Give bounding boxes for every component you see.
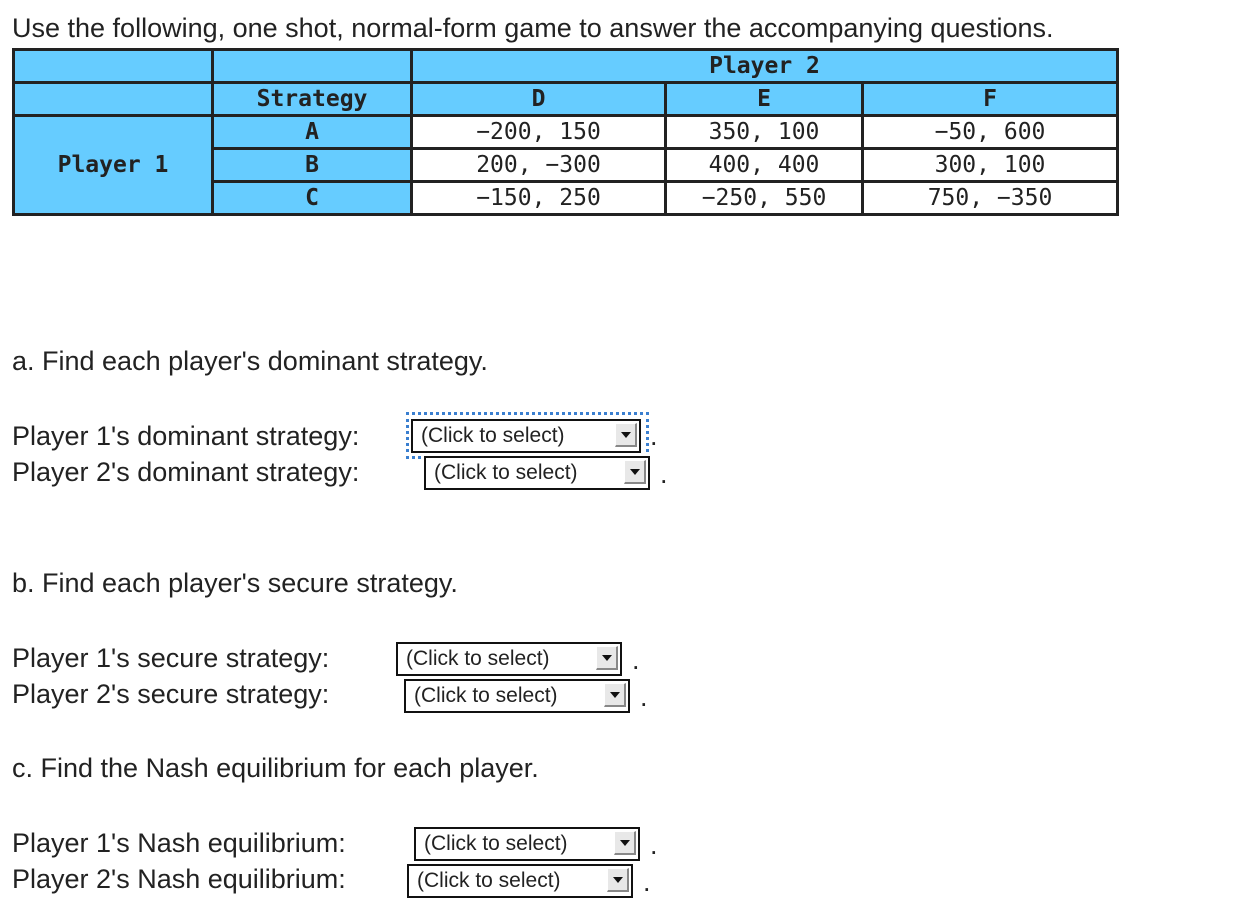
p1-secure-select[interactable]: (Click to select) <box>396 642 622 676</box>
column-header: E <box>664 81 864 117</box>
period: . <box>650 421 658 451</box>
select-value: (Click to select) <box>424 832 568 855</box>
player1-header: Player 1 <box>12 114 214 216</box>
select-value: (Click to select) <box>421 424 565 447</box>
table-row: C −150, 250 −250, 550 750, −350 <box>14 180 1119 216</box>
question-b-title: b. Find each player's secure strategy. <box>12 568 458 598</box>
p2-nash-label: Player 2's Nash equilibrium: <box>12 864 346 894</box>
select-value: (Click to select) <box>414 684 558 707</box>
payoff-cell: −200, 150 <box>410 114 667 150</box>
intro-text: Use the following, one shot, normal-form… <box>12 13 1054 43</box>
table-row: Player 1 A −200, 150 350, 100 −50, 600 <box>12 114 1119 216</box>
question-a-title: a. Find each player's dominant strategy. <box>12 346 488 376</box>
payoff-cell: 300, 100 <box>861 147 1119 183</box>
player2-header: Player 2 <box>410 48 1119 84</box>
p1-dominant-label: Player 1's dominant strategy: <box>12 421 360 451</box>
period: . <box>640 682 648 712</box>
period: . <box>650 830 658 860</box>
dropdown-arrow-icon[interactable] <box>607 868 629 892</box>
column-header: D <box>410 81 667 117</box>
payoff-cell: 400, 400 <box>664 147 864 183</box>
payoff-table: Player 2 Strategy D E F Player 1 A −200,… <box>12 48 1119 216</box>
row-strategy: C <box>211 180 413 216</box>
dropdown-arrow-icon[interactable] <box>624 460 646 484</box>
payoff-cell: −250, 550 <box>664 180 864 216</box>
p2-dominant-select[interactable]: (Click to select) <box>424 456 650 490</box>
empty-cell <box>12 81 214 117</box>
p1-nash-select[interactable]: (Click to select) <box>414 827 640 861</box>
p2-nash-select[interactable]: (Click to select) <box>407 864 633 898</box>
payoff-cell: −50, 600 <box>861 114 1119 150</box>
period: . <box>660 459 668 489</box>
column-header: F <box>861 81 1119 117</box>
dropdown-arrow-icon[interactable] <box>614 831 636 855</box>
payoff-cell: 350, 100 <box>664 114 864 150</box>
dropdown-arrow-icon[interactable] <box>604 683 626 707</box>
payoff-cell: −150, 250 <box>410 180 667 216</box>
select-value: (Click to select) <box>417 869 561 892</box>
p1-dominant-select[interactable]: (Click to select) <box>411 419 641 453</box>
row-strategy: B <box>211 147 413 183</box>
empty-cell <box>211 48 413 84</box>
dropdown-arrow-icon[interactable] <box>615 423 637 447</box>
question-c-title: c. Find the Nash equilibrium for each pl… <box>12 753 539 783</box>
p2-dominant-label: Player 2's dominant strategy: <box>12 457 360 487</box>
dropdown-arrow-icon[interactable] <box>596 646 618 670</box>
row-strategy: A <box>211 114 413 150</box>
select-value: (Click to select) <box>434 461 578 484</box>
empty-cell <box>12 48 214 84</box>
p2-secure-select[interactable]: (Click to select) <box>404 679 630 713</box>
payoff-cell: 750, −350 <box>861 180 1119 216</box>
table-row: B 200, −300 400, 400 300, 100 <box>14 147 1119 183</box>
select-value: (Click to select) <box>406 647 550 670</box>
strategy-header: Strategy <box>211 81 413 117</box>
period: . <box>643 867 651 897</box>
p1-nash-label: Player 1's Nash equilibrium: <box>12 828 346 858</box>
period: . <box>632 645 640 675</box>
payoff-cell: 200, −300 <box>410 147 667 183</box>
p1-secure-label: Player 1's secure strategy: <box>12 643 330 673</box>
p2-secure-label: Player 2's secure strategy: <box>12 679 330 709</box>
